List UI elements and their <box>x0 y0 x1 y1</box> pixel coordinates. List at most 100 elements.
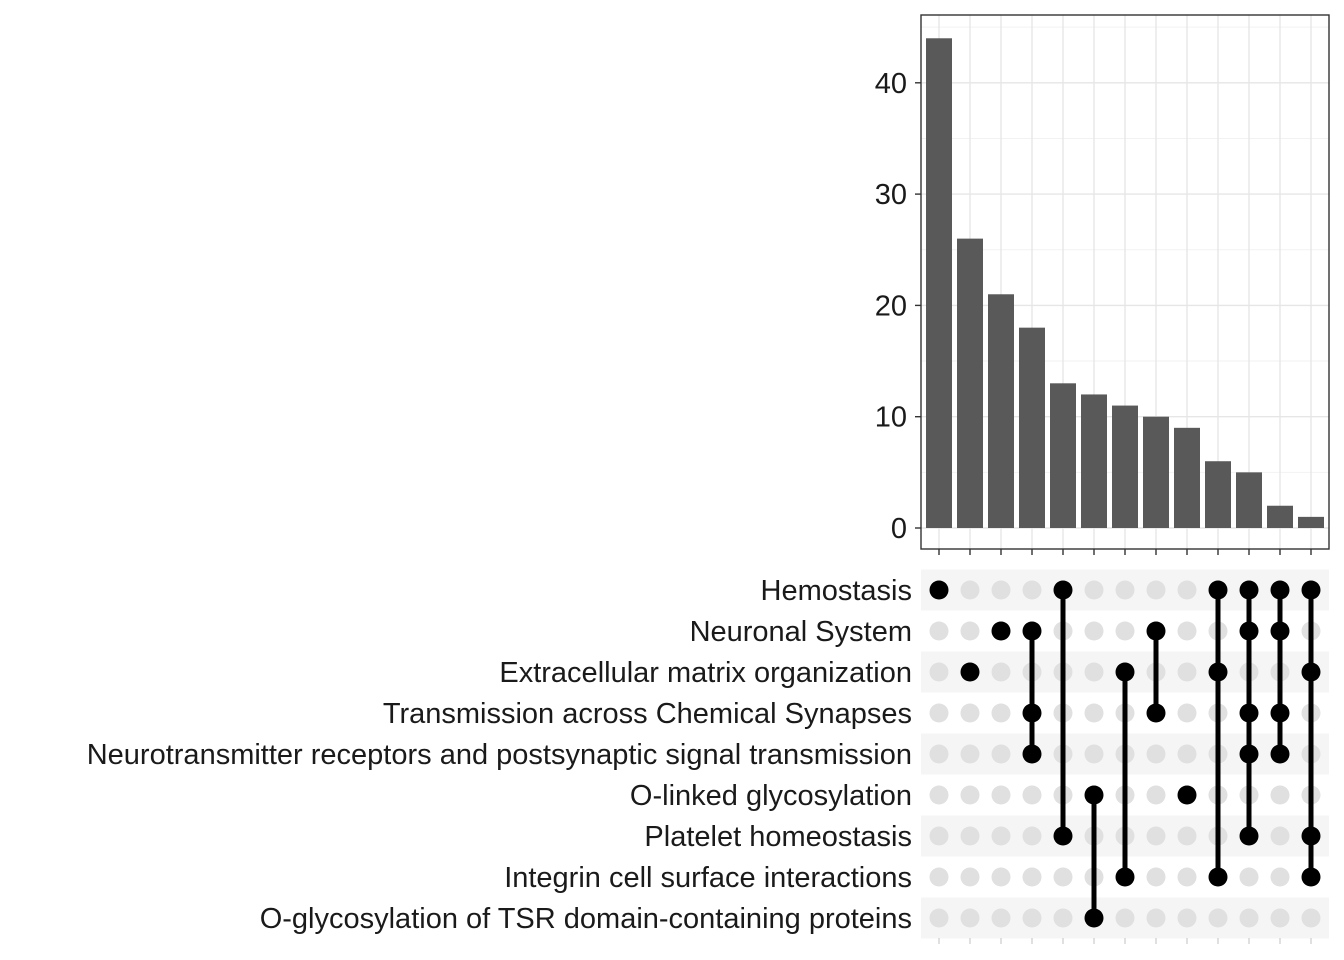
active-dot <box>1239 580 1259 600</box>
active-dot <box>1022 744 1042 764</box>
inactive-dot <box>1022 785 1042 805</box>
inactive-dot <box>960 826 980 846</box>
set-label: Neuronal System <box>690 616 912 648</box>
inactive-dot <box>1022 580 1042 600</box>
inactive-dot <box>991 744 1011 764</box>
bar <box>1081 394 1107 528</box>
active-dot <box>1115 867 1135 887</box>
inactive-dot <box>1301 908 1321 928</box>
inactive-dot <box>1270 908 1290 928</box>
inactive-dot <box>960 867 980 887</box>
active-dot <box>1270 744 1290 764</box>
inactive-dot <box>1208 908 1228 928</box>
bar <box>1174 427 1200 528</box>
set-label: Integrin cell surface interactions <box>504 862 912 894</box>
inactive-dot <box>1084 744 1104 764</box>
inactive-dot <box>1146 826 1166 846</box>
inactive-dot <box>929 662 949 682</box>
inactive-dot <box>960 908 980 928</box>
inactive-dot <box>929 744 949 764</box>
active-dot <box>1208 662 1228 682</box>
set-label: Hemostasis <box>761 575 913 607</box>
inactive-dot <box>1053 867 1073 887</box>
bar <box>1236 472 1262 528</box>
bar <box>1050 383 1076 528</box>
inactive-dot <box>991 580 1011 600</box>
active-dot <box>1301 826 1321 846</box>
set-label: O-linked glycosylation <box>630 780 912 812</box>
inactive-dot <box>1177 621 1197 641</box>
inactive-dot <box>1053 908 1073 928</box>
inactive-dot <box>1270 867 1290 887</box>
active-dot <box>1301 662 1321 682</box>
inactive-dot <box>991 703 1011 723</box>
inactive-dot <box>991 867 1011 887</box>
inactive-dot <box>960 785 980 805</box>
inactive-dot <box>991 785 1011 805</box>
active-dot <box>1239 744 1259 764</box>
inactive-dot <box>929 867 949 887</box>
inactive-dot <box>1239 908 1259 928</box>
inactive-dot <box>929 908 949 928</box>
inactive-dot <box>1177 703 1197 723</box>
active-dot <box>1208 580 1228 600</box>
active-dot <box>991 621 1011 641</box>
inactive-dot <box>1146 580 1166 600</box>
inactive-dot <box>1177 744 1197 764</box>
set-label: O-glycosylation of TSR domain-containing… <box>260 903 912 935</box>
inactive-dot <box>1177 908 1197 928</box>
y-tick-label: 20 <box>875 290 907 322</box>
inactive-dot <box>1084 703 1104 723</box>
active-dot <box>1084 785 1104 805</box>
bar <box>1205 461 1231 528</box>
set-label: Extracellular matrix organization <box>499 657 912 689</box>
active-dot <box>1022 621 1042 641</box>
active-dot <box>1146 703 1166 723</box>
active-dot <box>1239 826 1259 846</box>
inactive-dot <box>1084 621 1104 641</box>
bar <box>957 238 983 528</box>
bar <box>926 38 952 528</box>
inactive-dot <box>991 908 1011 928</box>
inactive-dot <box>1270 785 1290 805</box>
matrix-panel: Hemostasis Neuronal System Extracellular m… <box>87 569 1329 944</box>
inactive-dot <box>960 744 980 764</box>
inactive-dot <box>1084 662 1104 682</box>
inactive-dot <box>1115 908 1135 928</box>
inactive-dot <box>1270 826 1290 846</box>
active-dot <box>1208 867 1228 887</box>
inactive-dot <box>1022 826 1042 846</box>
inactive-dot <box>929 703 949 723</box>
inactive-dot <box>929 621 949 641</box>
inactive-dot <box>1177 867 1197 887</box>
inactive-dot <box>929 785 949 805</box>
active-dot <box>1270 580 1290 600</box>
inactive-dot <box>1022 908 1042 928</box>
active-dot <box>960 662 980 682</box>
inactive-dot <box>1239 867 1259 887</box>
inactive-dot <box>991 662 1011 682</box>
bar <box>1298 516 1324 528</box>
inactive-dot <box>1146 744 1166 764</box>
set-label: Platelet homeostasis <box>644 821 912 853</box>
active-dot <box>1146 621 1166 641</box>
active-dot <box>1270 703 1290 723</box>
active-dot <box>1301 867 1321 887</box>
y-tick-label: 0 <box>891 513 907 545</box>
active-dot <box>1239 621 1259 641</box>
bar <box>988 294 1014 528</box>
inactive-dot <box>1146 908 1166 928</box>
active-dot <box>1053 580 1073 600</box>
inactive-dot <box>929 826 949 846</box>
inactive-dot <box>991 826 1011 846</box>
active-dot <box>1239 703 1259 723</box>
set-label: Neurotransmitter receptors and postsynap… <box>87 739 912 771</box>
inactive-dot <box>1146 785 1166 805</box>
inactive-dot <box>1146 867 1166 887</box>
active-dot <box>1115 662 1135 682</box>
bar <box>1019 327 1045 528</box>
active-dot <box>1301 580 1321 600</box>
active-dot <box>929 580 949 600</box>
active-dot <box>1084 908 1104 928</box>
